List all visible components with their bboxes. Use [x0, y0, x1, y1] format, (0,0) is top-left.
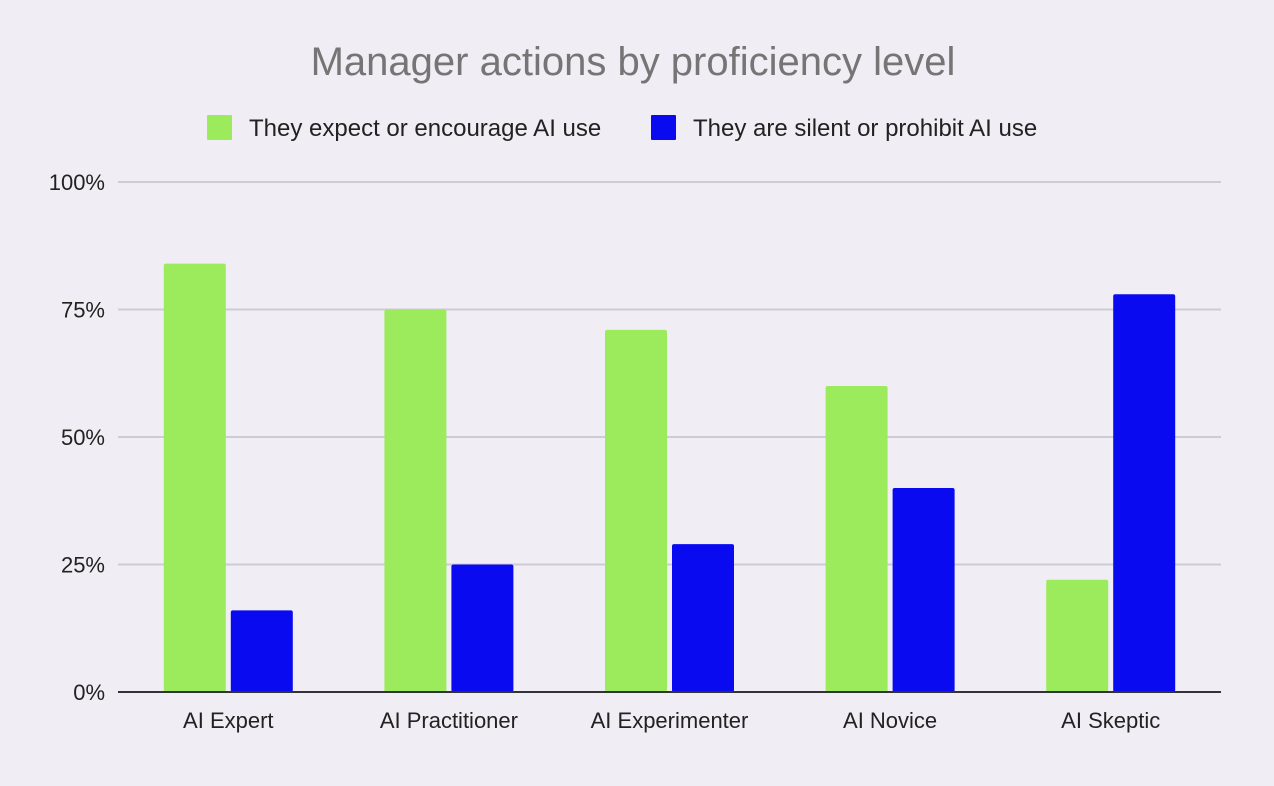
bar-encourage [1046, 579, 1109, 692]
x-tick-label: AI Novice [843, 708, 937, 733]
legend-swatch-prohibit [651, 115, 676, 140]
y-tick-label: 25% [61, 553, 105, 578]
bar-prohibit [1113, 294, 1176, 692]
bar-prohibit [451, 564, 514, 692]
bar-prohibit [892, 488, 955, 692]
legend-swatch-encourage [207, 115, 232, 140]
x-tick-label: AI Practitioner [380, 708, 518, 733]
bar-prohibit [672, 544, 734, 692]
bar-encourage [825, 386, 888, 692]
y-tick-label: 75% [61, 298, 105, 323]
legend-label-prohibit: They are silent or prohibit AI use [693, 115, 1037, 142]
bar-prohibit [230, 610, 293, 692]
legend: They expect or encourage AI use They are… [207, 115, 1037, 142]
bars [163, 263, 1176, 692]
chart-title: Manager actions by proficiency level [311, 40, 956, 84]
x-tick-label: AI Expert [183, 708, 273, 733]
x-tick-label: AI Experimenter [591, 708, 749, 733]
y-tick-label: 0% [73, 680, 105, 705]
bar-encourage [384, 309, 447, 692]
axes: 0% 25% 50% 75% 100% AI Expert AI Practitioner A… [49, 170, 1221, 733]
y-tick-label: 50% [61, 425, 105, 450]
bar-encourage [605, 329, 667, 692]
gridlines [118, 181, 1221, 566]
legend-label-encourage: They expect or encourage AI use [249, 115, 601, 142]
x-tick-label: AI Skeptic [1061, 708, 1160, 733]
y-tick-label: 100% [49, 170, 105, 195]
bar-encourage [163, 263, 226, 692]
